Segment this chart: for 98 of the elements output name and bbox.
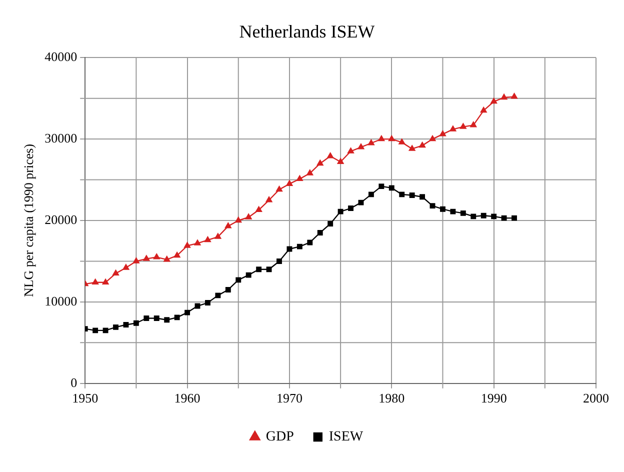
- point: [184, 310, 190, 316]
- point: [144, 316, 150, 321]
- point: [184, 242, 190, 248]
- point: [174, 252, 180, 258]
- chart-title: Netherlands ISEW: [239, 22, 375, 42]
- point: [102, 278, 109, 284]
- point: [266, 196, 272, 202]
- point: [113, 324, 118, 330]
- point: [500, 94, 508, 100]
- point: [440, 130, 446, 136]
- point: [256, 266, 262, 272]
- point: [225, 287, 231, 292]
- point: [204, 300, 210, 306]
- point: [112, 270, 119, 276]
- point: [430, 203, 436, 209]
- point: [470, 122, 477, 128]
- point: [420, 194, 426, 200]
- point: [266, 266, 272, 272]
- y-tick-label: 30000: [44, 130, 78, 146]
- point: [501, 215, 507, 221]
- x-tick-label: 1970: [276, 390, 302, 406]
- point: [480, 106, 487, 113]
- point: [306, 170, 314, 176]
- point: [224, 222, 232, 228]
- point: [256, 206, 262, 212]
- point: [491, 214, 497, 220]
- point: [470, 214, 476, 220]
- legend-label: ISEW: [328, 430, 364, 445]
- point: [388, 185, 394, 191]
- point: [317, 230, 323, 236]
- point: [348, 148, 354, 154]
- point: [480, 212, 486, 218]
- point: [154, 316, 160, 321]
- point: [174, 314, 180, 320]
- point: [286, 180, 293, 186]
- point: [399, 192, 405, 198]
- y-tick-label: 0: [70, 374, 78, 390]
- point: [235, 216, 242, 223]
- point: [296, 175, 303, 182]
- x-tick-label: 1960: [174, 390, 200, 406]
- point: [440, 206, 446, 212]
- point: [316, 160, 324, 166]
- point: [408, 145, 416, 151]
- point: [102, 328, 108, 334]
- point: [328, 221, 334, 226]
- x-tick-label: 1950: [72, 390, 98, 406]
- point: [368, 192, 374, 198]
- x-tick-label: 1980: [378, 390, 405, 406]
- point: [296, 244, 302, 250]
- point: [429, 135, 436, 142]
- point: [358, 200, 364, 206]
- legend-label: GDP: [266, 430, 294, 445]
- point: [419, 142, 426, 148]
- point: [246, 272, 252, 278]
- point: [337, 158, 344, 164]
- point: [409, 192, 415, 198]
- point: [450, 208, 456, 214]
- point: [327, 152, 334, 158]
- point: [460, 123, 466, 129]
- point: [133, 320, 139, 326]
- point: [245, 214, 252, 220]
- point: [276, 258, 282, 264]
- y-tick-label: 10000: [44, 293, 78, 308]
- y-tick-label: 20000: [44, 212, 78, 227]
- point: [511, 93, 518, 99]
- point: [388, 135, 395, 142]
- point: [338, 208, 344, 214]
- point: [460, 210, 466, 216]
- point: [348, 206, 354, 212]
- point: [307, 240, 313, 246]
- point: [398, 138, 406, 144]
- x-tick-label: 2000: [583, 390, 609, 406]
- point: [214, 233, 222, 239]
- point: [215, 292, 221, 298]
- point: [286, 246, 292, 252]
- point: [276, 186, 282, 192]
- point: [512, 215, 517, 221]
- x-tick-label: 1990: [480, 390, 507, 406]
- point: [132, 258, 140, 264]
- point: [358, 144, 364, 150]
- y-axis-title: NLG per capita (1990 prices): [21, 144, 36, 298]
- point: [236, 277, 242, 283]
- point: [378, 184, 384, 190]
- point: [204, 236, 211, 242]
- point: [164, 317, 170, 323]
- point: [143, 255, 150, 261]
- point: [123, 322, 129, 328]
- point: [122, 264, 130, 270]
- point: [164, 256, 170, 262]
- y-tick-label: 40000: [44, 49, 78, 64]
- point: [153, 254, 160, 260]
- point: [368, 140, 374, 146]
- point: [194, 240, 201, 246]
- point: [92, 328, 98, 334]
- point: [450, 126, 456, 132]
- point: [92, 278, 99, 284]
- point: [378, 135, 385, 142]
- point: [490, 98, 498, 104]
